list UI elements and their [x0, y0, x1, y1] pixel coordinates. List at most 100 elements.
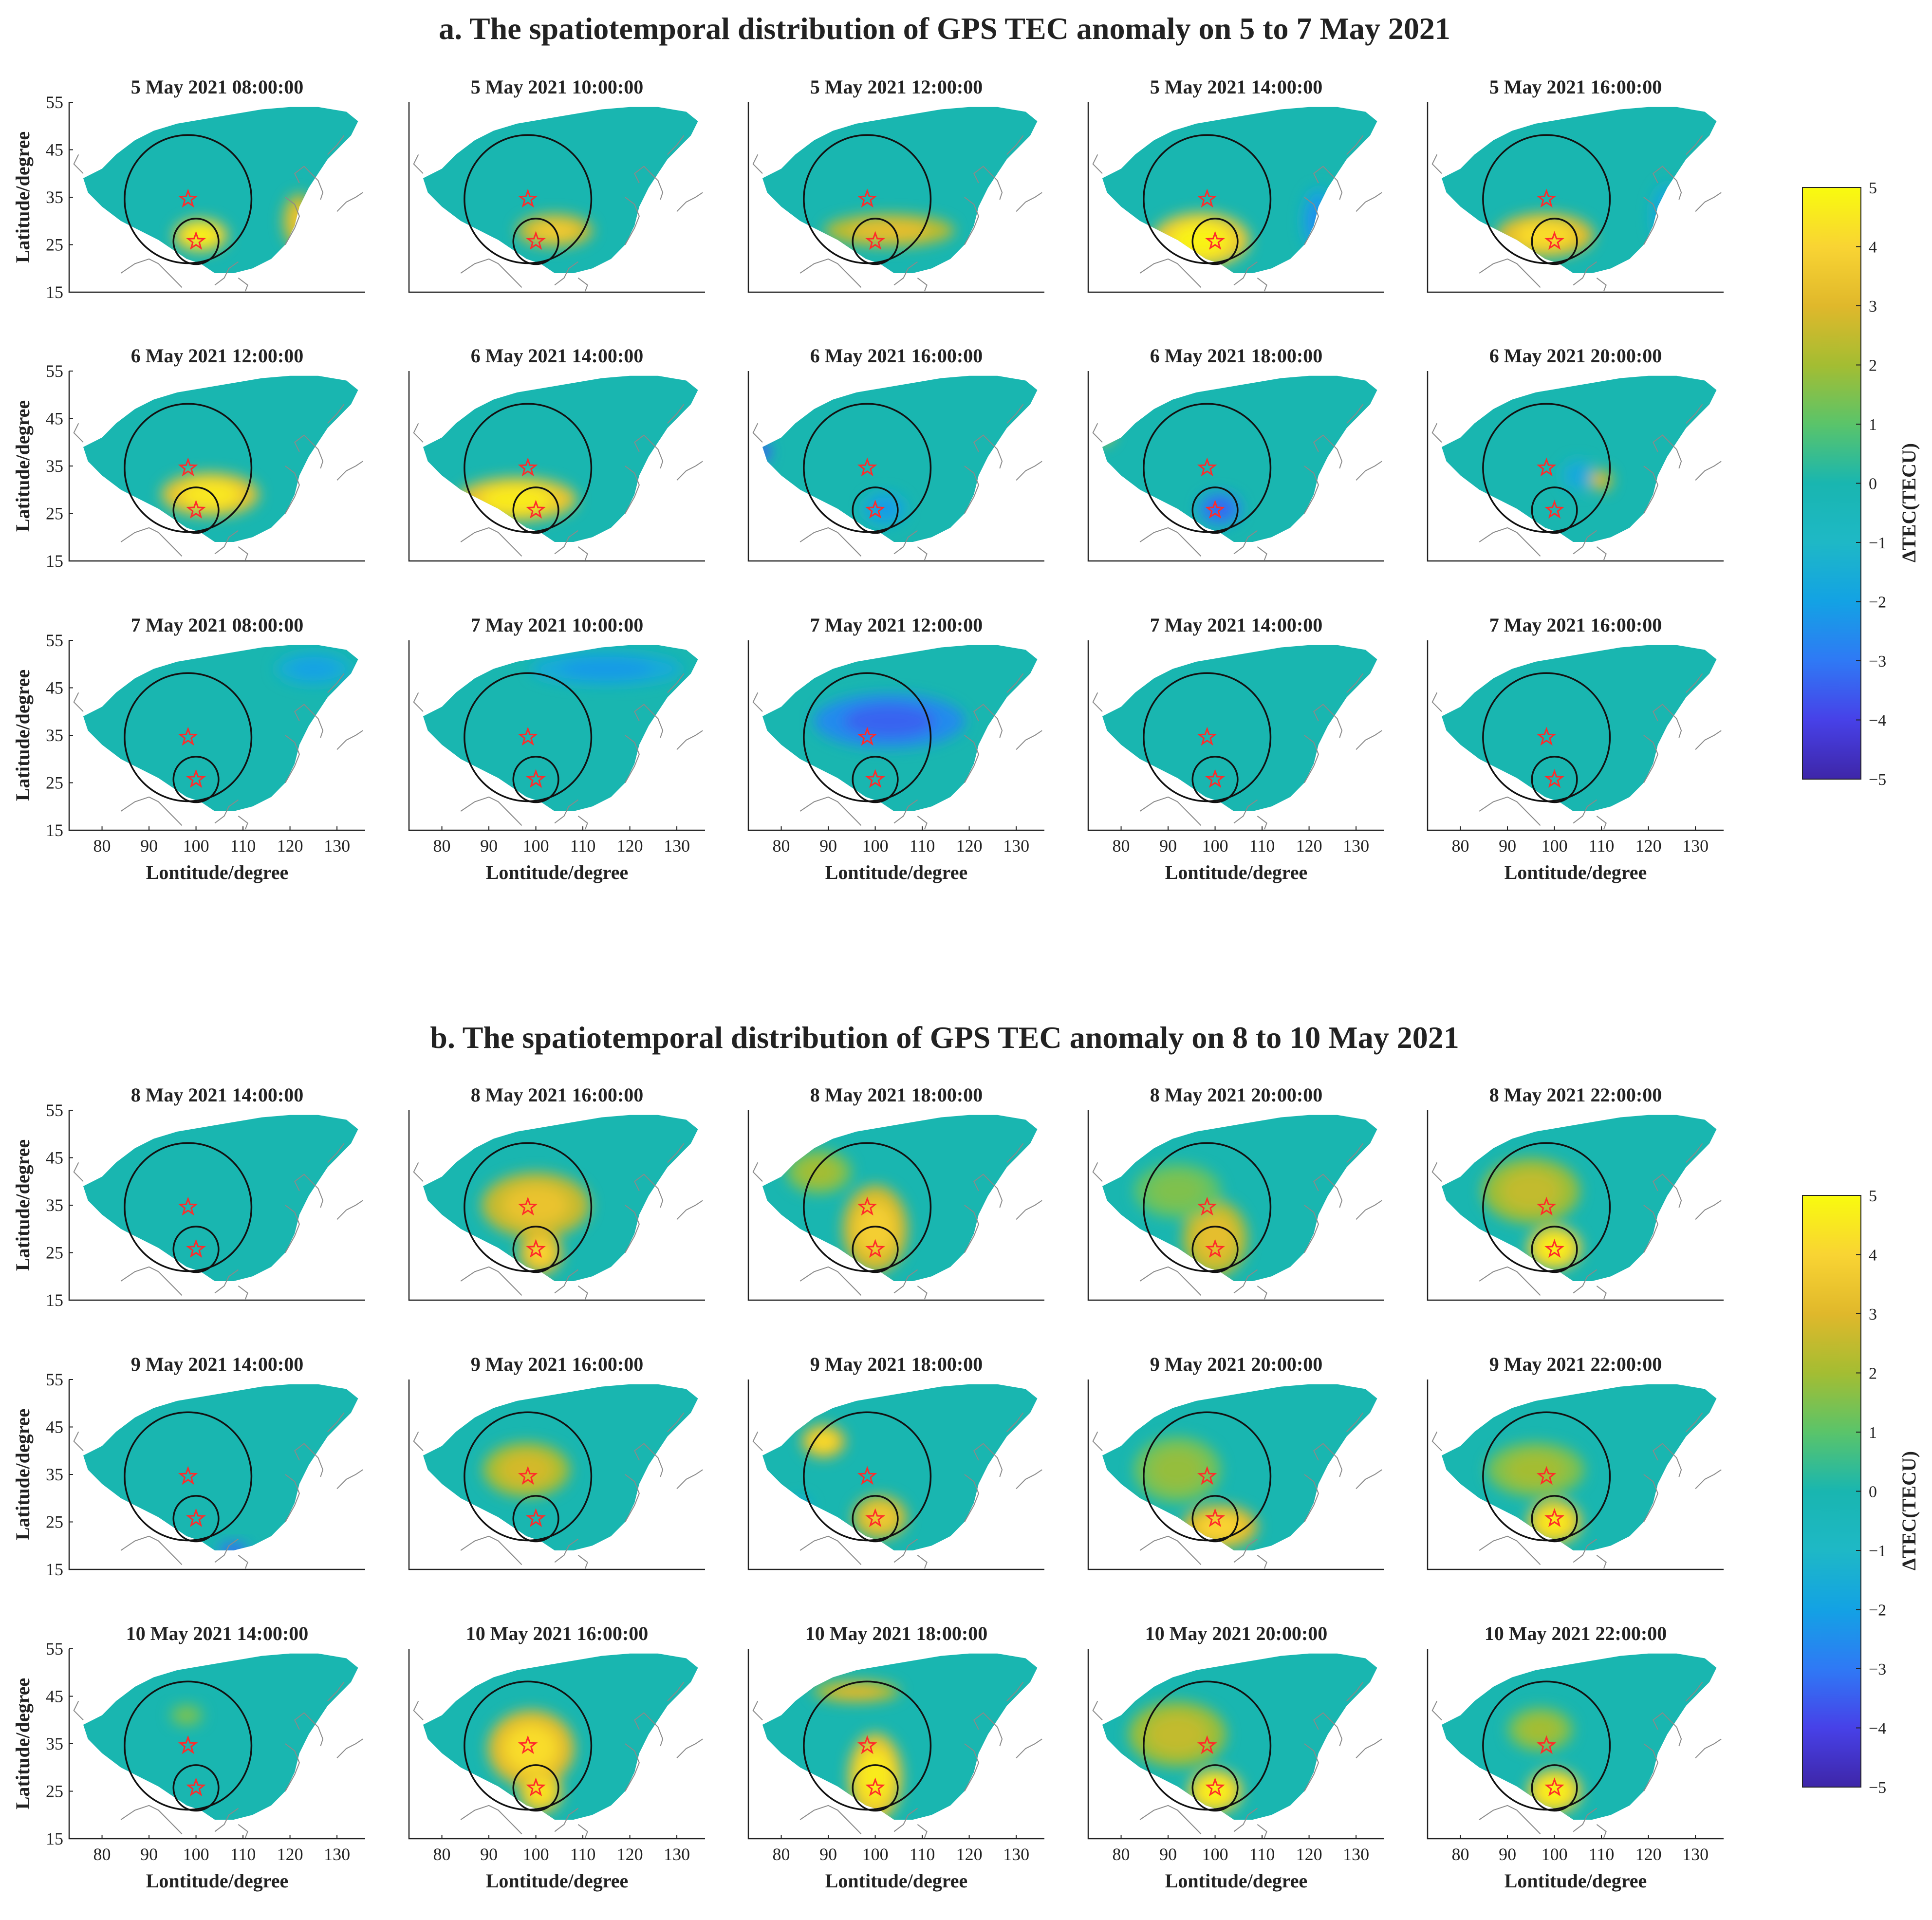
y-tick-label: 15: [46, 1560, 63, 1579]
coastline: [1573, 261, 1597, 286]
x-tick-label: 130: [1003, 836, 1029, 856]
epicenter-star-icon: [1205, 1508, 1225, 1527]
coastline: [120, 1805, 183, 1834]
epicenter-star-icon: [1544, 1777, 1564, 1796]
y-tick-label: 55: [46, 93, 63, 112]
epicenter-star-icon: [186, 1239, 206, 1258]
coastline: [1652, 1443, 1682, 1477]
anomaly-layer: [161, 472, 259, 517]
map-panel: 5 May 2021 16:00:00: [1427, 76, 1724, 293]
coastline: [799, 258, 862, 288]
map-panel: 5 May 2021 14:00:00: [1087, 76, 1384, 293]
coastline: [336, 192, 363, 212]
y-tick-label: 25: [46, 1782, 63, 1801]
y-tick-label: 25: [46, 1512, 63, 1532]
panel-title: 7 May 2021 16:00:00: [1489, 614, 1662, 636]
coastline: [327, 404, 345, 424]
panel-title: 7 May 2021 12:00:00: [810, 614, 983, 636]
epicenter-star-icon: [1205, 500, 1225, 519]
x-tick-label: 110: [910, 836, 935, 856]
panel-title: 8 May 2021 20:00:00: [1150, 1084, 1322, 1106]
colorbar-tick-label: −2: [1869, 1602, 1886, 1620]
axes-frame: [408, 1379, 705, 1570]
x-tick-label: 130: [1343, 1845, 1369, 1864]
panel-title: 6 May 2021 14:00:00: [471, 345, 643, 367]
tec-coverage-area: [1102, 1115, 1377, 1281]
epicenter-ring: [852, 1495, 899, 1543]
colorbar-tick-label: 5: [1869, 1187, 1877, 1205]
x-tick-label: 90: [480, 1845, 498, 1864]
coastline: [667, 1412, 685, 1433]
colorbar-label: ΔTEC(TECU): [1898, 443, 1920, 562]
x-tick-label: 80: [773, 836, 790, 856]
axes-frame: [408, 1110, 705, 1301]
coastline: [1596, 278, 1607, 292]
coastline: [327, 1412, 345, 1433]
x-tick-label: 110: [230, 1845, 256, 1864]
coastline: [1139, 258, 1202, 288]
epicenter-ring: [1191, 218, 1239, 265]
coastline: [799, 796, 862, 826]
epicenter-ring: [852, 1764, 899, 1812]
coastline: [294, 166, 324, 200]
panel-title: 7 May 2021 10:00:00: [471, 614, 643, 636]
colorbar-tick-label: 3: [1869, 298, 1877, 316]
x-tick-label: 100: [523, 1845, 549, 1864]
axes-frame: [747, 1649, 1044, 1840]
coastline: [336, 730, 363, 750]
coastline: [973, 434, 1003, 469]
coastline: [625, 1474, 640, 1522]
tec-coverage-area: [1442, 1115, 1717, 1281]
epicenter-star-icon: [857, 1466, 877, 1485]
map-panel: 9 May 2021 20:00:00: [1087, 1353, 1384, 1570]
coastline: [1431, 423, 1442, 443]
panel-title: 9 May 2021 18:00:00: [810, 1353, 983, 1375]
coastline: [752, 423, 763, 443]
x-tick-label: 120: [956, 836, 983, 856]
colorbar-tick-label: 1: [1869, 416, 1877, 434]
map-panel: 7 May 2021 08:00:00 55 45 35 25 15 Latitude/de…: [12, 614, 365, 883]
coastline: [460, 796, 522, 826]
epicenter-ring: [1531, 1764, 1578, 1812]
epicenter-ring: [1531, 1495, 1578, 1543]
anomaly-core: [1151, 1174, 1204, 1208]
coastline: [336, 1469, 363, 1490]
y-tick-label: 25: [46, 235, 63, 255]
colorbar: 5 4 3 2 1 0 −1 −2 −3 −4 −5 ΔTEC(TECU): [1802, 1187, 1920, 1797]
coastline: [1257, 278, 1267, 292]
anomaly-core: [1151, 1450, 1204, 1490]
coastline: [1596, 1286, 1607, 1300]
colorbar-tick-label: 0: [1869, 475, 1877, 493]
axes-frame: [747, 640, 1044, 831]
anomaly-core: [1521, 1716, 1560, 1743]
epicenter-star-icon: [178, 1735, 198, 1754]
axes-frame: [1427, 640, 1724, 831]
map-panel: 8 May 2021 18:00:00: [747, 1084, 1044, 1301]
epicenter-star-icon: [857, 457, 877, 477]
coastline: [413, 154, 424, 174]
coastline: [1643, 197, 1658, 245]
tec-coverage-area: [83, 1653, 358, 1820]
coastline: [964, 1474, 979, 1522]
epicenter-ring: [852, 1226, 899, 1273]
x-axis-label: Lontitude/degree: [146, 1870, 289, 1892]
colorbar-tick-label: 4: [1869, 1247, 1877, 1265]
x-axis-label: Lontitude/degree: [1505, 861, 1647, 883]
y-tick-label: 15: [46, 282, 63, 302]
axes-frame: [1427, 1110, 1724, 1301]
coastline: [799, 1266, 862, 1296]
coastline: [799, 1805, 862, 1834]
coastline: [1313, 166, 1343, 200]
x-tick-label: 100: [183, 836, 209, 856]
coastline: [336, 1200, 363, 1220]
x-tick-label: 130: [664, 1845, 690, 1864]
coastline: [1139, 1535, 1202, 1565]
colorbar-tick-label: 2: [1869, 1365, 1877, 1383]
axes-frame: [747, 102, 1044, 293]
coastline: [327, 135, 345, 155]
coastline: [1092, 423, 1103, 443]
epicenter-ring: [852, 756, 899, 803]
coastline: [964, 466, 979, 514]
x-tick-label: 90: [1499, 1845, 1516, 1864]
